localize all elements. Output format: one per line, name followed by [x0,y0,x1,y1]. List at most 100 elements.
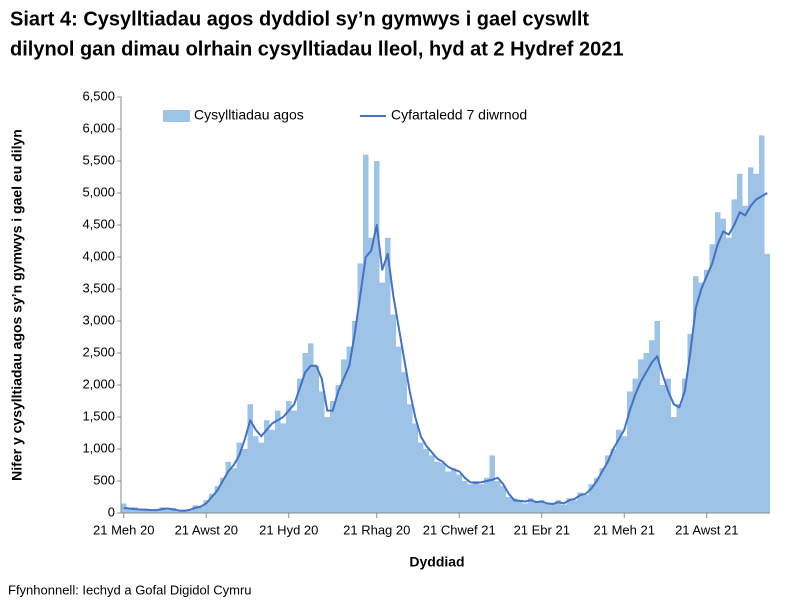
bar [269,429,275,513]
y-tick-label: 6,000 [82,120,115,135]
bar [610,449,616,513]
bar [539,500,545,513]
bar [264,420,270,513]
bar [572,500,578,513]
bar [687,333,693,513]
bar [731,199,737,513]
bar [737,173,743,514]
bar [220,477,226,513]
bar [385,237,391,514]
y-tick-label: 2,500 [82,344,115,359]
bar [709,244,715,513]
bar [148,511,154,513]
bar [577,492,583,513]
bar [748,167,754,513]
bar [726,237,732,514]
bar [594,477,600,513]
x-tick-label: 21 Chwef 21 [423,522,496,537]
bar [225,461,231,513]
bar [280,423,286,513]
bar [682,378,688,513]
bar [676,404,682,513]
y-tick-label: 0 [108,504,115,519]
x-tick-label: 21 Rhag 20 [343,522,410,537]
bar [341,359,347,513]
y-axis-title: Nifer y cysylltiadau agos sy’n gymwys i … [9,129,25,481]
bar [649,340,655,513]
source-note: Ffynhonnell: Iechyd a Gofal Digidol Cymr… [8,582,252,597]
bar [583,495,589,513]
bar [715,212,721,513]
bar [550,502,556,513]
bar [253,436,259,513]
bar [423,449,429,513]
line [123,192,768,512]
bar [654,321,660,513]
y-tick-label: 500 [93,472,115,487]
bar [440,463,446,513]
bar [566,498,572,513]
bar [511,498,517,513]
legend-label: Cyfartaledd 7 diwrnod [391,107,527,123]
bar [374,161,380,513]
bar [495,481,501,513]
x-axis-title: Dyddiad [409,554,464,570]
bar [693,276,699,513]
bar [506,497,512,513]
bar [275,410,281,513]
x-tick-label: 21 Awst 20 [175,522,238,537]
bar [500,486,506,513]
bar [698,282,704,513]
bar [302,353,308,513]
bar [286,401,292,513]
bar [742,205,748,514]
bar [324,417,330,513]
bar [192,505,198,513]
bar [390,314,396,513]
y-tick-label: 5,500 [82,152,115,167]
bar [665,378,671,513]
y-tick-label: 2,000 [82,376,115,391]
bar [638,359,644,513]
bar [418,442,424,513]
bar [484,477,490,513]
bar [671,417,677,513]
bar [247,404,253,513]
bar [231,468,237,513]
bar [368,237,374,514]
bar [165,509,171,513]
bar [473,481,479,513]
bar [330,401,336,513]
x-tick-label: 21 Awst 21 [675,522,738,537]
bar [198,507,204,513]
bar [462,481,468,513]
bar [429,455,435,513]
bar [126,509,132,513]
bar [764,253,770,514]
y-tick-label: 1,000 [82,440,115,455]
bar [528,498,534,513]
bar [660,385,666,513]
bar [308,343,314,513]
bar [632,378,638,513]
bar [335,385,341,513]
bar [291,410,297,513]
bar [456,474,462,513]
y-tick-label: 4,000 [82,248,115,263]
bar [616,429,622,513]
bar [357,263,363,513]
x-tick-label: 21 Ebr 21 [514,522,570,537]
bar [753,173,759,514]
bar [379,282,385,513]
bar [363,154,369,513]
y-tick-label: 5,000 [82,184,115,199]
bar [599,468,605,513]
y-tick-label: 6,500 [82,88,115,103]
chart-title: Siart 4: Cysylltiadau agos dyddiol sy’n … [10,8,589,30]
bar [396,346,402,513]
x-tick-label: 21 Hyd 20 [259,522,318,537]
bar [605,455,611,513]
bar [555,500,561,513]
bar [759,135,765,513]
